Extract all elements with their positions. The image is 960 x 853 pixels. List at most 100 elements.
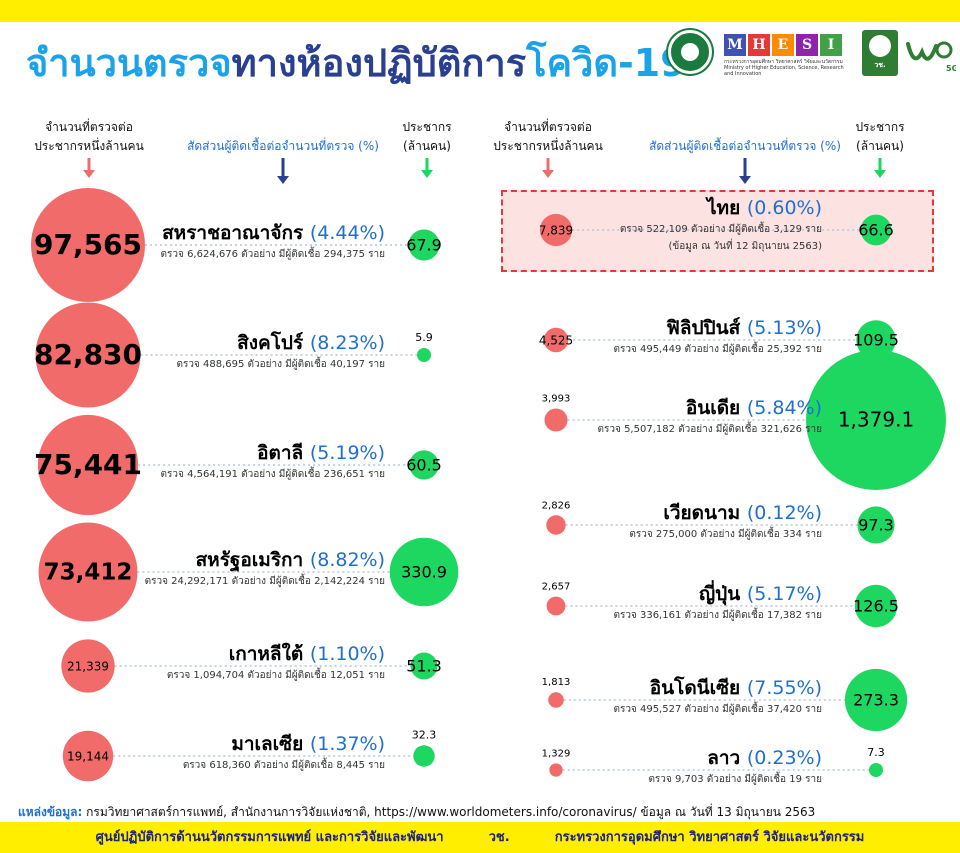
country-name: สหราชอาณาจักร [162, 222, 310, 244]
country-label: มาเลเซีย (1.37%) [231, 733, 385, 755]
tests-per-million-bubble [38, 522, 138, 622]
positive-percentage: (1.37%) [310, 733, 385, 755]
test-detail: ตรวจ 618,360 ตัวอย่าง มีผู้ติดเชื้อ 8,44… [183, 757, 385, 771]
bottom-credit-mid: วช. [488, 830, 510, 845]
country-label: อินเดีย (5.84%) [686, 397, 822, 419]
country-label: ญี่ปุ่น (5.17%) [699, 580, 822, 606]
population-bubble [389, 537, 459, 607]
population-bubble [806, 350, 946, 490]
population-label: 7.3 [867, 746, 885, 759]
country-label: เวียดนาม (0.12%) [663, 502, 822, 524]
population-label: 273.3 [853, 691, 899, 710]
arrow-down-red-icon [83, 158, 95, 178]
arrow-down-blue-icon [277, 158, 289, 184]
test-detail: ตรวจ 336,161 ตัวอย่าง มีผู้ติดเชื้อ 17,3… [613, 607, 822, 621]
header-tests-per-million-left: จำนวนที่ตรวจต่อ ประชากรหนึ่งล้านคน [28, 118, 150, 178]
tests-per-million-label: 3,993 [542, 393, 571, 404]
country-name: ญี่ปุ่น [699, 580, 747, 606]
country-name: ฟิลิปปินส์ [666, 317, 746, 339]
country-name: ลาว [707, 747, 747, 769]
nrct-logo: วช. [862, 30, 898, 76]
population-label: 109.5 [853, 331, 899, 350]
tests-per-million-label: 4,525 [539, 334, 573, 348]
bottom-credit-left: ศูนย์ปฏิบัติการด้านนวัตกรรมการแพทย์ และก… [95, 830, 444, 845]
nrct-logo-text: วช. [874, 61, 886, 69]
header-tests-per-million-right: จำนวนที่ตรวจต่อ ประชากรหนึ่งล้านคน [487, 118, 609, 178]
test-detail: ตรวจ 1,094,704 ตัวอย่าง มีผู้ติดเชื้อ 12… [167, 667, 385, 681]
population-bubble [844, 668, 908, 732]
bottom-credit-right: กระทรวงการอุดมศึกษา วิทยาศาสตร์ วิจัยและ… [554, 830, 865, 845]
population-label: 66.6 [858, 221, 894, 240]
mhesi-letter: H [748, 34, 770, 56]
country-name: เวียดนาม [663, 502, 746, 524]
test-detail: ตรวจ 6,624,676 ตัวอย่าง มีผู้ติดเชื้อ 29… [161, 246, 385, 260]
test-detail: ตรวจ 5,507,182 ตัวอย่าง มีผู้ติดเชื้อ 32… [598, 421, 822, 435]
tests-per-million-bubble [546, 515, 566, 535]
population-label: 51.3 [406, 657, 442, 676]
test-detail: ตรวจ 24,292,171 ตัวอย่าง มีผู้ติดเชื้อ 2… [145, 573, 385, 587]
tests-per-million-label: 82,830 [34, 338, 142, 371]
page-title: จำนวนตรวจทางห้องปฏิบัติการโควิด-19 [26, 44, 687, 82]
test-detail: ตรวจ 495,527 ตัวอย่าง มีผู้ติดเชื้อ 37,4… [613, 701, 822, 715]
tests-per-million-bubble [548, 692, 564, 708]
country-label: ไทย (0.60%) [705, 196, 822, 219]
positive-percentage: (5.19%) [310, 442, 385, 464]
title-part-2: ทางห้องปฏิบัติการ [231, 41, 527, 85]
population-bubble [410, 652, 438, 680]
tests-per-million-bubble [544, 408, 568, 432]
tests-per-million-label: 2,657 [542, 582, 571, 593]
tests-per-million-bubble [549, 763, 563, 777]
test-detail: ตรวจ 495,449 ตัวอย่าง มีผู้ติดเชื้อ 25,3… [613, 341, 822, 355]
title-part-1: จำนวนตรวจ [26, 41, 232, 85]
header-tests-per-million-text: จำนวนที่ตรวจต่อ ประชากรหนึ่งล้านคน [34, 120, 144, 153]
test-detail: ตรวจ 4,564,191 ตัวอย่าง มีผู้ติดเชื้อ 23… [161, 466, 385, 480]
title-part-3: โควิด-19 [526, 41, 687, 85]
positive-percentage: (0.12%) [747, 502, 822, 524]
tests-per-million-bubble [62, 730, 114, 782]
country-name: สิงคโปร์ [237, 331, 310, 354]
population-bubble [854, 584, 898, 628]
arrow-down-green-icon [874, 158, 886, 178]
population-bubble [408, 229, 440, 261]
positive-percentage: (5.84%) [747, 397, 822, 419]
population-label: 97.3 [858, 516, 894, 535]
population-bubble [857, 506, 895, 544]
header-positive-ratio-text: สัดส่วนผู้ติดเชื้อต่อจำนวนที่ตรวจ (%) [649, 139, 841, 153]
population-bubble [869, 763, 883, 777]
country-name: อิตาลี [257, 442, 310, 464]
tests-per-million-label: 21,339 [67, 660, 109, 674]
population-label: 126.5 [853, 597, 899, 616]
tests-per-million-label: 2,826 [542, 500, 571, 511]
population-bubble [409, 450, 439, 480]
positive-percentage: (1.10%) [310, 643, 385, 665]
population-label: 32.3 [412, 728, 437, 741]
population-bubble [856, 320, 896, 360]
country-label: อิตาลี (5.19%) [257, 442, 385, 464]
country-label: เกาหลีใต้ (1.10%) [229, 642, 385, 665]
country-name: ไทย [705, 196, 747, 219]
tests-per-million-bubble [546, 596, 566, 616]
top-yellow-bar [0, 0, 960, 22]
tests-per-million-label: 1,813 [542, 677, 571, 688]
arrow-down-blue-icon [739, 158, 751, 184]
population-label: 60.5 [406, 456, 442, 475]
mhesi-letter: E [772, 34, 794, 56]
tests-per-million-label: 7,839 [539, 224, 573, 238]
test-detail: ตรวจ 488,695 ตัวอย่าง มีผู้ติดเชื้อ 40,1… [176, 356, 385, 370]
header-tests-per-million-text: จำนวนที่ตรวจต่อ ประชากรหนึ่งล้านคน [493, 120, 603, 153]
country-name: อินเดีย [686, 397, 747, 419]
tests-per-million-label: 1,329 [542, 748, 571, 759]
country-label: สหราชอาณาจักร (4.44%) [162, 222, 385, 244]
country-label: ลาว (0.23%) [707, 747, 822, 769]
country-label: ฟิลิปปินส์ (5.13%) [666, 317, 822, 339]
country-label: สิงคโปร์ (8.23%) [237, 331, 385, 354]
positive-percentage: (8.23%) [310, 332, 385, 354]
mhesi-subtitle: กระทรวงการอุดมศึกษา วิทยาศาสตร์ วิจัยและ… [724, 59, 844, 77]
tests-per-million-bubble [539, 213, 573, 247]
positive-percentage: (0.23%) [747, 747, 822, 769]
country-name: เกาหลีใต้ [229, 642, 310, 665]
mhesi-letter: I [820, 34, 842, 56]
moph-logo-icon [668, 30, 712, 74]
